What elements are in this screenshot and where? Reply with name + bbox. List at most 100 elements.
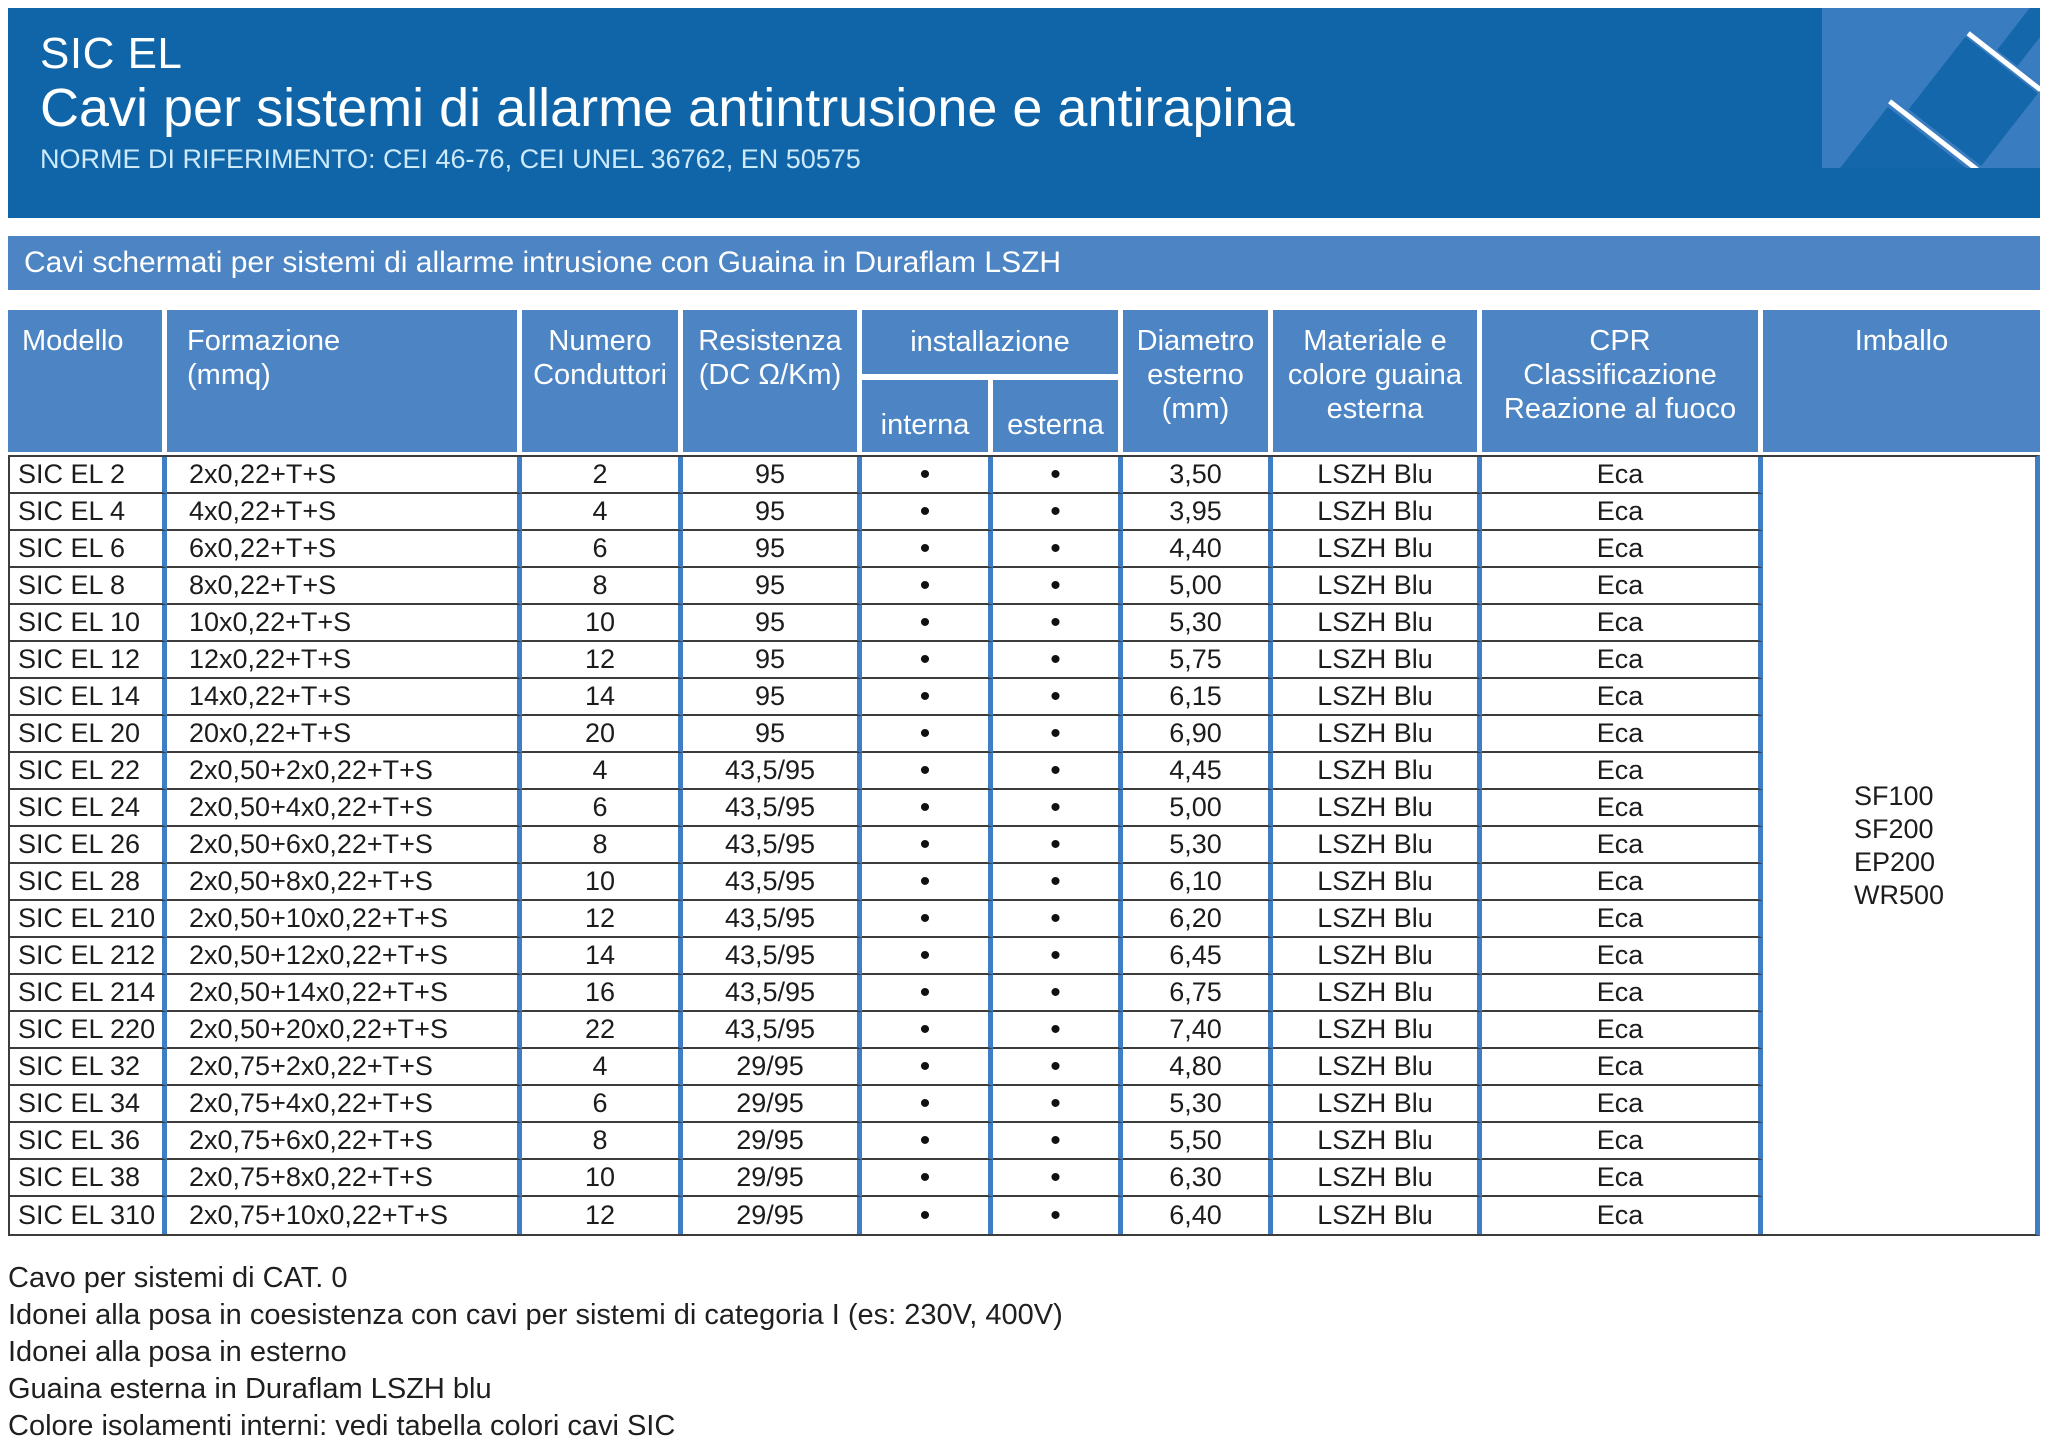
cell-modello: SIC EL 214 xyxy=(10,975,167,1012)
cell-formazione: 2x0,50+14x0,22+T+S xyxy=(167,975,522,1012)
cell-installazione-esterna: • xyxy=(993,568,1123,605)
imballo-value: SF200 xyxy=(1853,813,1934,844)
cell-installazione-interna: • xyxy=(862,679,993,716)
imballo-value: EP200 xyxy=(1853,846,1936,877)
cell-diametro-esterno: 5,30 xyxy=(1123,605,1273,642)
cell-numero-conduttori: 16 xyxy=(522,975,683,1012)
cell-resistenza: 43,5/95 xyxy=(683,938,862,975)
cell-installazione-esterna: • xyxy=(993,975,1123,1012)
cell-resistenza: 29/95 xyxy=(683,1123,862,1160)
cell-materiale-guaina: LSZH Blu xyxy=(1273,938,1482,975)
cell-diametro-esterno: 3,95 xyxy=(1123,494,1273,531)
cell-installazione-interna: • xyxy=(862,864,993,901)
cell-modello: SIC EL 6 xyxy=(10,531,167,568)
cell-materiale-guaina: LSZH Blu xyxy=(1273,864,1482,901)
col-header-diametro: Diametro esterno (mm) xyxy=(1123,310,1273,452)
cell-formazione: 12x0,22+T+S xyxy=(167,642,522,679)
cell-diametro-esterno: 5,30 xyxy=(1123,827,1273,864)
cell-diametro-esterno: 7,40 xyxy=(1123,1012,1273,1049)
cell-materiale-guaina: LSZH Blu xyxy=(1273,827,1482,864)
cell-resistenza: 95 xyxy=(683,531,862,568)
cell-installazione-interna: • xyxy=(862,1049,993,1086)
col-header-formazione: Formazione (mmq) xyxy=(167,310,522,452)
cell-formazione: 2x0,50+20x0,22+T+S xyxy=(167,1012,522,1049)
imballo-value: SF100 xyxy=(1853,780,1934,811)
cell-numero-conduttori: 8 xyxy=(522,568,683,605)
cell-modello: SIC EL 220 xyxy=(10,1012,167,1049)
cell-formazione: 2x0,50+12x0,22+T+S xyxy=(167,938,522,975)
table-header: Modello Formazione (mmq) Numero Condutto… xyxy=(8,310,2040,452)
cell-installazione-esterna: • xyxy=(993,1160,1123,1197)
cell-formazione: 2x0,50+4x0,22+T+S xyxy=(167,790,522,827)
cell-modello: SIC EL 26 xyxy=(10,827,167,864)
cell-resistenza: 43,5/95 xyxy=(683,901,862,938)
cell-diametro-esterno: 4,40 xyxy=(1123,531,1273,568)
col-header-modello: Modello xyxy=(8,310,167,452)
cell-installazione-interna: • xyxy=(862,716,993,753)
cell-numero-conduttori: 6 xyxy=(522,790,683,827)
cell-numero-conduttori: 6 xyxy=(522,531,683,568)
cell-formazione: 2x0,50+2x0,22+T+S xyxy=(167,753,522,790)
col-header-cpr: CPR Classificazione Reazione al fuoco xyxy=(1482,310,1763,452)
cell-installazione-esterna: • xyxy=(993,901,1123,938)
cell-installazione-esterna: • xyxy=(993,642,1123,679)
cell-numero-conduttori: 4 xyxy=(522,494,683,531)
cable-plug-icon xyxy=(1822,8,2040,168)
cell-formazione: 2x0,75+8x0,22+T+S xyxy=(167,1160,522,1197)
cell-resistenza: 43,5/95 xyxy=(683,864,862,901)
cell-cpr-classificazione: Eca xyxy=(1482,605,1763,642)
cell-cpr-classificazione: Eca xyxy=(1482,1012,1763,1049)
cell-materiale-guaina: LSZH Blu xyxy=(1273,716,1482,753)
cell-numero-conduttori: 4 xyxy=(522,1049,683,1086)
col-header-numero-conduttori: Numero Conduttori xyxy=(522,310,683,452)
cell-resistenza: 95 xyxy=(683,605,862,642)
note-line: Guaina esterna in Duraflam LSZH blu xyxy=(8,1373,492,1405)
cell-numero-conduttori: 4 xyxy=(522,753,683,790)
cell-installazione-interna: • xyxy=(862,938,993,975)
cell-resistenza: 95 xyxy=(683,457,862,494)
cell-resistenza: 43,5/95 xyxy=(683,1012,862,1049)
cell-installazione-esterna: • xyxy=(993,864,1123,901)
cell-formazione: 4x0,22+T+S xyxy=(167,494,522,531)
cell-cpr-classificazione: Eca xyxy=(1482,790,1763,827)
cell-cpr-classificazione: Eca xyxy=(1482,494,1763,531)
cell-formazione: 2x0,75+2x0,22+T+S xyxy=(167,1049,522,1086)
cell-resistenza: 95 xyxy=(683,679,862,716)
cell-modello: SIC EL 38 xyxy=(10,1160,167,1197)
cell-numero-conduttori: 8 xyxy=(522,827,683,864)
cell-materiale-guaina: LSZH Blu xyxy=(1273,1197,1482,1234)
cell-diametro-esterno: 4,45 xyxy=(1123,753,1273,790)
cell-materiale-guaina: LSZH Blu xyxy=(1273,679,1482,716)
reference-norms: NORME DI RIFERIMENTO: CEI 46-76, CEI UNE… xyxy=(40,144,861,174)
cell-modello: SIC EL 4 xyxy=(10,494,167,531)
table-body: SF100 SF200 EP200 WR500 SIC EL 2 2x0,22+T… xyxy=(8,455,2040,1236)
cell-formazione: 14x0,22+T+S xyxy=(167,679,522,716)
cell-installazione-interna: • xyxy=(862,1012,993,1049)
cell-diametro-esterno: 6,10 xyxy=(1123,864,1273,901)
cell-modello: SIC EL 310 xyxy=(10,1197,167,1234)
cell-cpr-classificazione: Eca xyxy=(1482,679,1763,716)
cell-diametro-esterno: 5,50 xyxy=(1123,1123,1273,1160)
imballo-merged-cell: SF100 SF200 EP200 WR500 xyxy=(1763,457,2035,1234)
cell-installazione-interna: • xyxy=(862,753,993,790)
cell-diametro-esterno: 6,20 xyxy=(1123,901,1273,938)
cell-diametro-esterno: 4,80 xyxy=(1123,1049,1273,1086)
cell-materiale-guaina: LSZH Blu xyxy=(1273,1049,1482,1086)
cell-resistenza: 29/95 xyxy=(683,1160,862,1197)
cell-modello: SIC EL 212 xyxy=(10,938,167,975)
cell-materiale-guaina: LSZH Blu xyxy=(1273,1012,1482,1049)
cell-installazione-interna: • xyxy=(862,975,993,1012)
cell-installazione-esterna: • xyxy=(993,1197,1123,1234)
cell-installazione-esterna: • xyxy=(993,938,1123,975)
page-header: SIC EL Cavi per sistemi di allarme antin… xyxy=(8,8,2040,218)
footer-notes: Cavo per sistemi di CAT. 0 Idonei alla p… xyxy=(8,1260,2040,1445)
cell-installazione-interna: • xyxy=(862,605,993,642)
cell-cpr-classificazione: Eca xyxy=(1482,827,1763,864)
cell-resistenza: 95 xyxy=(683,568,862,605)
cell-diametro-esterno: 6,15 xyxy=(1123,679,1273,716)
cell-cpr-classificazione: Eca xyxy=(1482,642,1763,679)
cell-installazione-esterna: • xyxy=(993,679,1123,716)
col-header-esterna: esterna xyxy=(993,380,1123,452)
cell-numero-conduttori: 6 xyxy=(522,1086,683,1123)
cell-cpr-classificazione: Eca xyxy=(1482,1049,1763,1086)
